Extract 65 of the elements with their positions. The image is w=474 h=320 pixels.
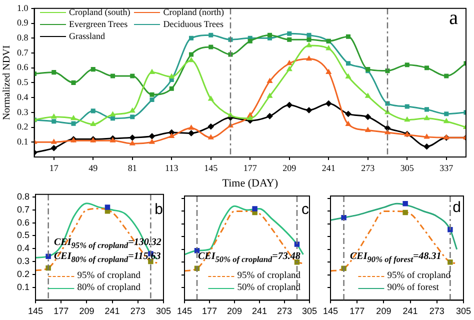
x-tick-label: 241 bbox=[252, 306, 268, 316]
x-tick-label: 209 bbox=[226, 306, 242, 316]
x-tick-label: 81 bbox=[128, 162, 137, 173]
legend-label: 95% of cropland bbox=[387, 270, 451, 282]
x-tick-label: 177 bbox=[202, 306, 218, 316]
x-tick-label: 145 bbox=[28, 306, 44, 316]
x-tick-label: 273 bbox=[429, 306, 444, 316]
x-tick-label: 145 bbox=[322, 306, 338, 316]
legend-label: Grassland bbox=[69, 30, 105, 42]
y-tick-label: 0.8 bbox=[16, 191, 30, 202]
y-tick-label: 0.5 bbox=[16, 230, 30, 240]
y-tick-label: 1.0 bbox=[17, 2, 29, 13]
y-tick-label: 0.2 bbox=[17, 122, 28, 132]
annotation: b bbox=[154, 201, 163, 218]
y-tick-label: 0.3 bbox=[17, 106, 29, 117]
x-tick-label: 209 bbox=[282, 162, 297, 173]
x-tick-label: 273 bbox=[361, 162, 376, 173]
legend-label: 95% of cropland bbox=[77, 270, 141, 282]
legend-label: 95% of cropland bbox=[237, 270, 301, 282]
y-tick-label: 0.3 bbox=[16, 256, 30, 266]
legend-label: Cropland (north) bbox=[163, 6, 224, 18]
legend-label: 50% of cropland bbox=[237, 282, 301, 294]
x-tick-label: 273 bbox=[130, 306, 146, 316]
x-tick-label: 177 bbox=[54, 306, 69, 316]
x-tick-label: 49 bbox=[88, 162, 98, 173]
x-tick-label: 177 bbox=[243, 162, 258, 173]
legend-label: Deciduous Trees bbox=[163, 18, 224, 30]
y-tick-label: 0.7 bbox=[17, 47, 29, 58]
y-tick-label: 0.2 bbox=[16, 268, 30, 279]
annotation: a bbox=[449, 7, 458, 29]
y-tick-label: 0.6 bbox=[17, 62, 29, 72]
annotation: CEI$_{90% of forest}$=48.31 bbox=[350, 251, 442, 264]
x-tick-label: 145 bbox=[176, 306, 192, 316]
y-tick-label: 0.6 bbox=[16, 217, 30, 228]
y-tick-label: 0.4 bbox=[16, 243, 30, 254]
y-tick-label: 0.7 bbox=[16, 204, 30, 214]
x-tick-label: 305 bbox=[456, 306, 472, 316]
x-tick-label: 305 bbox=[400, 162, 414, 173]
x-tick-label: 209 bbox=[376, 306, 392, 316]
x-tick-label: 337 bbox=[440, 162, 454, 173]
legend-label: 90% of forest bbox=[387, 282, 439, 294]
y-axis-title: Normalized NDVI bbox=[2, 45, 13, 120]
x-axis-title: Time (DAY) bbox=[222, 177, 278, 190]
x-tick-label: 305 bbox=[156, 306, 172, 316]
legend-label: 80% of cropland bbox=[77, 282, 141, 294]
y-tick-label: 0.4 bbox=[17, 92, 29, 102]
y-tick-label: 0.1 bbox=[16, 282, 30, 292]
x-tick-label: 17 bbox=[49, 162, 59, 173]
x-tick-label: 241 bbox=[104, 306, 120, 316]
y-tick-label: 0.5 bbox=[17, 77, 29, 88]
x-tick-label: 273 bbox=[276, 306, 292, 316]
annotation: c bbox=[302, 201, 309, 218]
y-tick-label: 0.8 bbox=[17, 32, 29, 42]
x-tick-label: 209 bbox=[79, 306, 94, 316]
x-tick-label: 241 bbox=[322, 162, 336, 173]
y-tick-label: 0.1 bbox=[17, 136, 28, 146]
x-tick-label: 177 bbox=[350, 306, 365, 316]
x-tick-label: 305 bbox=[302, 306, 318, 316]
x-tick-label: 241 bbox=[402, 306, 418, 316]
legend-label: Cropland (south) bbox=[69, 6, 130, 18]
x-tick-label: 113 bbox=[165, 162, 179, 173]
y-tick-label: 0.9 bbox=[17, 18, 29, 28]
legend-label: Evergreen Trees bbox=[69, 18, 128, 30]
annotation: d bbox=[452, 199, 461, 216]
x-tick-label: 145 bbox=[204, 162, 218, 173]
